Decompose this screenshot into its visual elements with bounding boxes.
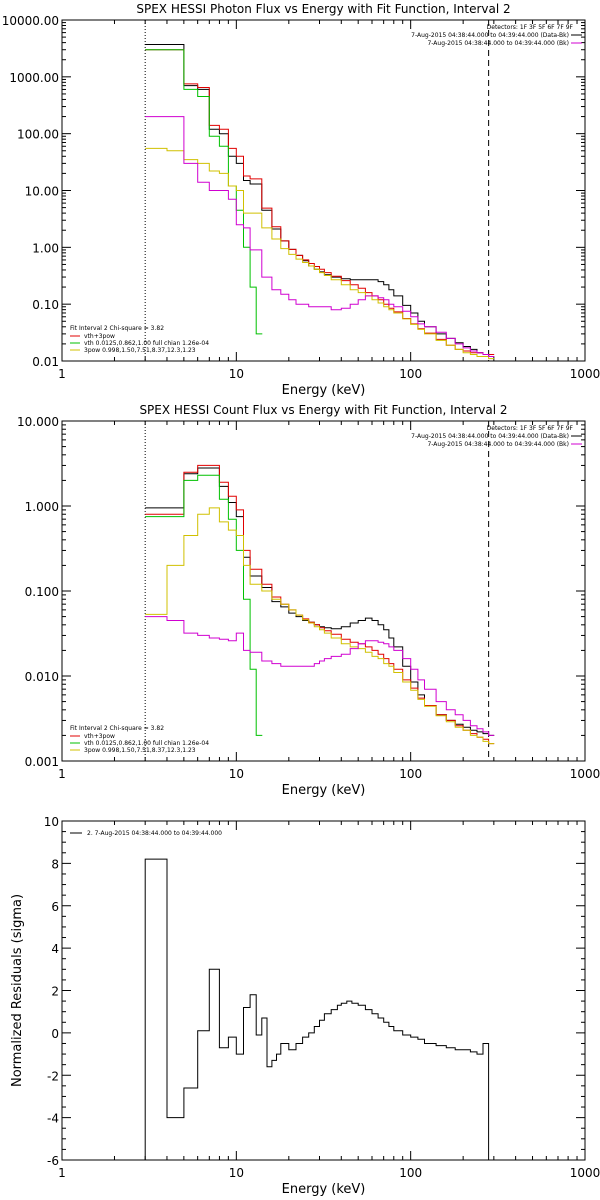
series-line-3: [145, 147, 495, 360]
chart-1: SPEX HESSI Photon Flux vs Energy with Fi…: [2, 2, 600, 398]
x-axis-label: Energy (keV): [282, 383, 366, 398]
series-line-4: [145, 616, 495, 736]
y-axis-ticks: [62, 820, 585, 1161]
x-tick-label: 1000: [570, 367, 600, 381]
residual-legend-label: 2. 7-Aug-2015 04:38:44.000 to 04:39:44.0…: [87, 830, 222, 837]
y-tick-label: 4: [51, 942, 59, 956]
y-tick-label: 0.010: [25, 670, 59, 684]
x-tick-label: 1: [58, 367, 66, 381]
x-axis-ticks: [61, 421, 578, 761]
y-tick-label: 0.01: [32, 355, 59, 369]
y-tick-label: 10000.00: [2, 14, 59, 28]
x-tick-label: 100: [399, 367, 422, 381]
y-tick-label: 0.100: [25, 585, 59, 599]
legend-right-label: 7-Aug-2015 04:38:44.000 to 04:39:44.000 …: [427, 441, 569, 448]
x-tick-label: 100: [399, 1166, 422, 1180]
x-axis-label: Energy (keV): [282, 1182, 366, 1197]
y-tick-label: 2: [51, 985, 59, 999]
x-tick-label: 1000: [570, 767, 600, 781]
series-line-3: [145, 507, 495, 745]
x-tick-label: 1: [58, 767, 66, 781]
series-line-2: [145, 49, 263, 335]
y-tick-label: 1.000: [25, 500, 59, 514]
fit-legend-label: vth 0.0125,0.862,1.00 full chian 1.26e-0…: [84, 340, 209, 347]
x-tick-label: 1: [58, 1166, 66, 1180]
x-tick-label: 10: [229, 767, 244, 781]
series-group: [144, 858, 490, 1160]
x-tick-label: 1000: [570, 1166, 600, 1180]
series-line-2: [145, 474, 263, 736]
y-tick-label: 0: [51, 1027, 59, 1041]
fit-legend-label: vth+3pow: [84, 333, 115, 340]
fit-legend-label: vth 0.0125,0.862,1.00 full chian 1.26e-0…: [84, 740, 209, 747]
detectors-label: Detectors: 1F 3F 5F 6F 7F 9F: [487, 425, 574, 432]
legend-right-label: 7-Aug-2015 04:38:44.000 to 04:39:44.000 …: [427, 40, 569, 47]
x-tick-label: 10: [229, 1166, 244, 1180]
y-tick-label: 10.000: [17, 415, 59, 429]
y-tick-label: 6: [51, 900, 59, 914]
y-tick-label: -2: [47, 1069, 59, 1083]
fit-legend-label: 3pow 0.998,1.50,7.51,8.37,12.3,1.23: [84, 747, 196, 754]
plot-frame: [61, 19, 586, 362]
y-axis-ticks: [62, 424, 585, 762]
plot-frame: [61, 820, 586, 1161]
series-line-4: [145, 116, 495, 357]
fit-legend-title: Fit Interval 2 Chi-square = 3.82: [70, 325, 164, 332]
y-tick-label: 0.10: [32, 298, 59, 312]
fit-legend-label: vth+3pow: [84, 733, 115, 740]
series-line-0: [144, 858, 490, 1160]
series-line-0: [145, 467, 495, 736]
y-tick-label: -4: [47, 1112, 59, 1126]
series-group: [145, 464, 495, 745]
y-tick-label: 1.00: [32, 241, 59, 255]
legend-right-label: 7-Aug-2015 04:38:44.000 to 04:39:44.000 …: [411, 433, 569, 440]
legend-right-label: 7-Aug-2015 04:38:44.000 to 04:39:44.000 …: [411, 32, 569, 39]
x-tick-label: 10: [229, 367, 244, 381]
y-axis-ticks: [62, 22, 585, 362]
y-tick-label: 10.00: [25, 185, 59, 199]
chart-title: SPEX HESSI Photon Flux vs Energy with Fi…: [136, 2, 510, 16]
y-tick-label: 8: [51, 857, 59, 871]
y-tick-label: 10: [44, 815, 59, 829]
chart-3: 1 10 100 1000 Energy (keV) -6 -4 -2 0 2 4 6 8 10 Norma…: [10, 815, 600, 1197]
fit-legend-label: 3pow 0.998,1.50,7.51,8.37,12.3,1.23: [84, 347, 196, 354]
plot-frame: [61, 420, 586, 762]
x-tick-label: 100: [399, 767, 422, 781]
x-axis-ticks: [61, 20, 578, 361]
chart-title: SPEX HESSI Count Flux vs Energy with Fit…: [139, 403, 507, 417]
y-tick-label: 0.001: [25, 755, 59, 769]
fit-legend-title: Fit Interval 2 Chi-square = 3.82: [70, 725, 164, 732]
chart-2: SPEX HESSI Count Flux vs Energy with Fit…: [17, 403, 600, 798]
series-group: [145, 44, 495, 360]
x-axis-ticks: [61, 821, 578, 1160]
y-tick-label: 100.00: [17, 128, 59, 142]
detectors-label: Detectors: 1F 3F 5F 6F 7F 9F: [487, 24, 574, 31]
y-axis-label: Normalized Residuals (sigma): [10, 894, 25, 1087]
y-tick-label: 1000.00: [9, 71, 59, 85]
x-axis-label: Energy (keV): [282, 783, 366, 798]
y-tick-label: -6: [47, 1154, 59, 1168]
